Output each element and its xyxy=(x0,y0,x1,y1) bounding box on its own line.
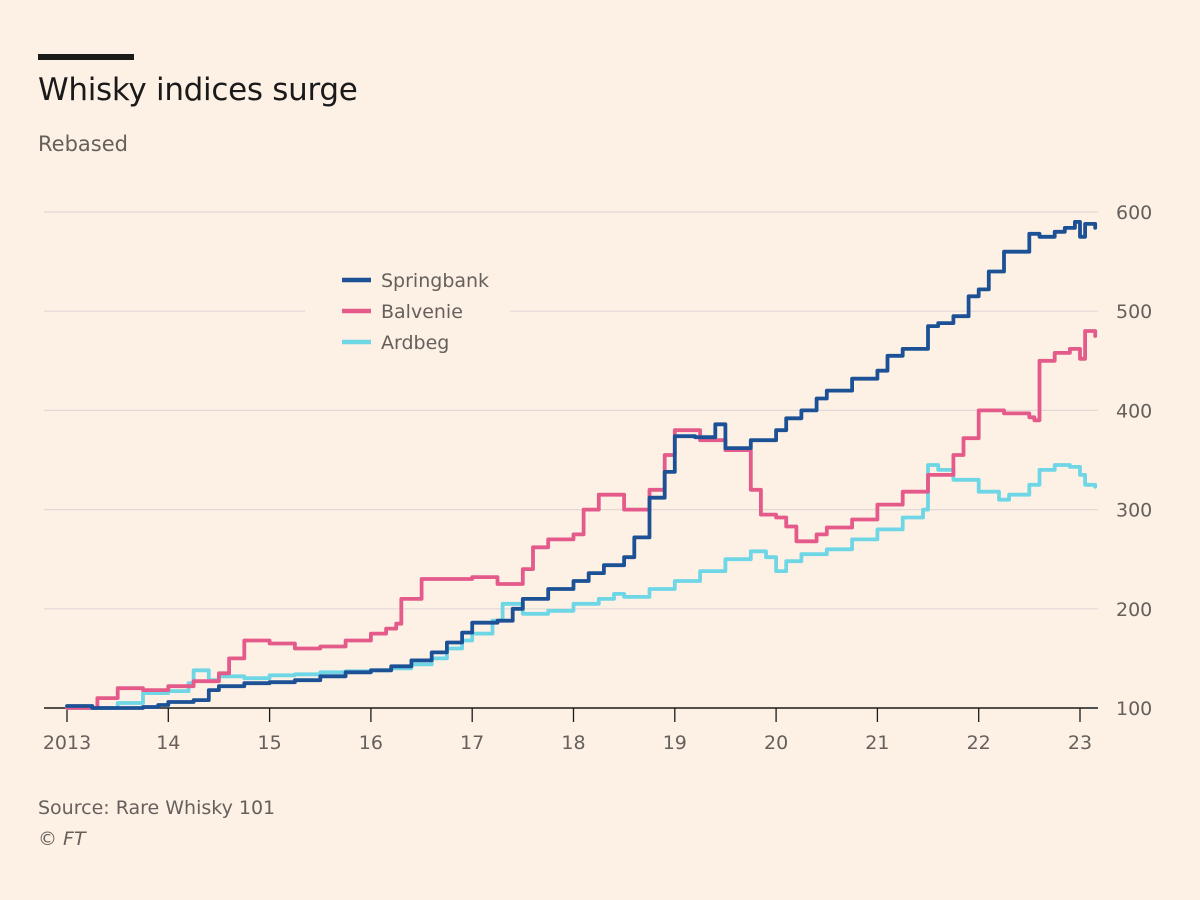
x-tick-label: 17 xyxy=(460,732,484,754)
series-line-springbank xyxy=(65,220,1098,710)
y-tick-label: 400 xyxy=(1116,400,1152,422)
copyright-symbol: © xyxy=(38,828,57,850)
x-tick-label: 23 xyxy=(1068,732,1092,754)
y-tick-label: 500 xyxy=(1116,301,1152,323)
x-tick-label: 15 xyxy=(258,732,282,754)
legend-label-balvenie: Balvenie xyxy=(381,301,463,323)
chart-subtitle: Rebased xyxy=(38,132,128,156)
x-tick-label: 14 xyxy=(156,732,180,754)
x-tick-label: 20 xyxy=(764,732,788,754)
x-tick-label: 2013 xyxy=(43,732,91,754)
y-tick-label: 600 xyxy=(1116,202,1152,224)
x-tick-label: 18 xyxy=(561,732,585,754)
y-tick-label: 100 xyxy=(1116,698,1152,720)
series-line-ardbeg xyxy=(65,463,1098,710)
chart-title: Whisky indices surge xyxy=(38,72,358,108)
legend-box xyxy=(305,262,510,360)
x-tick-label: 21 xyxy=(865,732,889,754)
y-tick-label: 200 xyxy=(1116,599,1152,621)
copyright-owner: FT xyxy=(63,828,86,850)
legend-label-ardbeg: Ardbeg xyxy=(381,332,449,354)
x-tick-label: 16 xyxy=(359,732,383,754)
legend-label-springbank: Springbank xyxy=(381,270,489,292)
copyright-note: © FT xyxy=(38,828,86,850)
source-note: Source: Rare Whisky 101 xyxy=(38,797,276,819)
series-line-balvenie xyxy=(65,329,1098,710)
x-tick-label: 22 xyxy=(967,732,991,754)
x-tick-label: 19 xyxy=(663,732,687,754)
title-accent-bar xyxy=(38,54,134,60)
y-tick-label: 300 xyxy=(1116,500,1152,522)
